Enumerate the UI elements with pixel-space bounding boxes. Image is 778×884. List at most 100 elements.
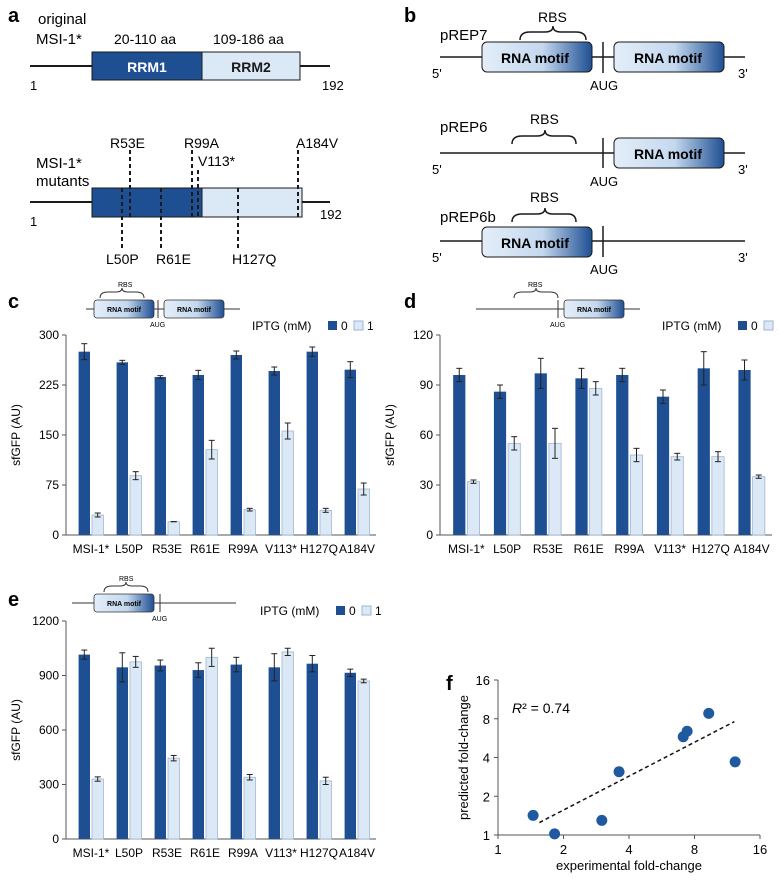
y-tick-label: 300 <box>39 778 59 792</box>
bar-H127Q-iptg-1 <box>319 780 332 840</box>
bar-L50P-iptg-0 <box>116 362 128 535</box>
construct-name: pREP7 <box>440 27 488 44</box>
bar-R99A-iptg-1 <box>243 509 256 536</box>
legend-swatch-1 <box>361 605 372 616</box>
x-tick-label: R61E <box>190 542 220 556</box>
bar-L50P-iptg-1 <box>129 661 142 840</box>
mutation-r53e: R53E <box>110 135 145 151</box>
y-axis-label: predicted fold-change <box>456 695 471 820</box>
legend-swatch-1 <box>763 320 774 331</box>
y-tick-label: 0 <box>426 528 433 542</box>
bar-H127Q-iptg-1 <box>711 456 725 536</box>
panel-f: f 1 2 4 8 16 1 2 4 8 16 experimental fold-change pr… <box>446 673 767 873</box>
inset-motif-box <box>93 593 155 613</box>
bar-MSI-1*-iptg-0 <box>78 654 90 839</box>
y-tick-label: 0 <box>52 528 59 542</box>
inset-rbs: RBS <box>528 282 543 289</box>
bar-R61E-iptg-0 <box>575 378 588 535</box>
x-tick-label: H127Q <box>300 846 338 860</box>
construct-name: pREP6 <box>440 119 488 136</box>
original-start: 1 <box>30 78 37 93</box>
bar-R53E-iptg-1 <box>167 757 180 840</box>
inset-aug: AUG <box>550 322 565 329</box>
y-tick-label: 150 <box>39 428 59 442</box>
aug-label: AUG <box>590 78 618 93</box>
panel-b: b pREP7 RBS RNA motif RNA motif 5' AUG 3… <box>404 5 748 277</box>
rna-motif-label-2: RNA motif <box>634 50 702 66</box>
x-tick-label: R99A <box>614 542 644 556</box>
legend-label-0: 0 <box>751 319 758 333</box>
y-axis-label: sfGFP (AU) <box>9 699 23 761</box>
x-tick-label: V113* <box>265 542 297 556</box>
inset-motif-label: RNA motif <box>107 307 142 314</box>
panel-b-letter: b <box>404 5 416 27</box>
x-tick-label: A184V <box>339 542 375 556</box>
mutant-rrm1-domain <box>91 187 203 218</box>
bar-A184V-iptg-0 <box>344 672 356 839</box>
mutation-v113: V113* <box>198 153 236 169</box>
rbs-label: RBS <box>530 189 559 205</box>
r-squared-label: R² = 0.74 <box>512 700 570 716</box>
bar-R99A-iptg-1 <box>629 454 644 536</box>
y-tick-label: 60 <box>420 428 434 442</box>
x-axis-label: experimental fold-change <box>556 858 702 873</box>
rbs-brace <box>103 581 149 593</box>
mutants-label-line2: mutants <box>36 173 89 190</box>
y-axis-label: sfGFP (AU) <box>383 404 397 466</box>
legend-swatch-1 <box>353 320 364 331</box>
rbs-brace <box>519 25 587 41</box>
x-tick-label: MSI-1* <box>448 542 485 556</box>
inset-motif-box <box>563 299 625 319</box>
bar-L50P-iptg-0 <box>116 667 128 839</box>
construct-inset: RBS RNA motif RNA motif AUG <box>86 282 240 329</box>
trendline <box>539 720 735 824</box>
bar-R61E-iptg-1 <box>205 656 218 840</box>
construct-inset: RBS RNA motif AUG <box>72 576 236 623</box>
legend-label-0: 0 <box>349 604 356 618</box>
y-axis-label: sfGFP (AU) <box>9 404 23 466</box>
data-point <box>527 809 539 821</box>
bar-R99A-iptg-0 <box>230 664 242 839</box>
panel-e: e RBS RNA motif AUG 0 300 600 900 1200 sfGFP … <box>8 576 382 860</box>
inset-rbs: RBS <box>119 576 134 583</box>
bar-A184V-iptg-1 <box>357 488 370 536</box>
inset-motif-label-2: RNA motif <box>177 307 212 314</box>
inset-motif-label: RNA motif <box>107 601 142 608</box>
three-prime: 3' <box>738 66 748 81</box>
bar-A184V-iptg-0 <box>738 370 751 535</box>
original-label-line1: original <box>38 11 86 28</box>
x-tick-label: A184V <box>734 542 770 556</box>
data-point <box>596 814 608 826</box>
mutation-r61e: R61E <box>156 251 191 267</box>
rna-motif-label: RNA motif <box>501 235 569 251</box>
mutant-rrm2-domain <box>201 187 303 218</box>
y-tick-label: 0 <box>52 832 59 846</box>
x-tick-label: V113* <box>654 542 686 556</box>
x-tick-label: MSI-1* <box>73 846 110 860</box>
rna-motif-box <box>481 226 593 258</box>
rbs-brace <box>99 287 145 299</box>
rrm1-range: 20-110 aa <box>114 31 176 47</box>
panel-e-letter: e <box>8 589 19 611</box>
y-tick-label: 225 <box>39 378 59 392</box>
y-tick-label: 16 <box>476 673 490 688</box>
bar-H127Q-iptg-0 <box>697 368 710 535</box>
y-tick-label: 2 <box>483 789 490 804</box>
bar-H127Q-iptg-0 <box>306 663 318 839</box>
construct-prep6b: pREP6b RBS RNA motif 5' AUG 3' <box>432 189 748 277</box>
r-squared-value: ² = 0.74 <box>522 700 570 716</box>
bar-H127Q-iptg-0 <box>306 351 318 535</box>
panel-f-letter: f <box>446 673 453 695</box>
bar-V113*-iptg-0 <box>656 396 670 535</box>
rrm2-domain <box>201 51 301 81</box>
y-tick-label: 1 <box>483 828 490 843</box>
x-tick-label: R61E <box>190 846 220 860</box>
bar-MSI-1*-iptg-0 <box>453 375 466 535</box>
bar-R99A-iptg-0 <box>230 355 242 535</box>
bar-A184V-iptg-1 <box>357 680 370 840</box>
x-tick-label: 16 <box>753 842 767 857</box>
x-tick-label: 2 <box>560 842 567 857</box>
bar-R61E-iptg-1 <box>205 449 218 536</box>
bar-chart-d: 0 30 60 90 120 sfGFP (AU) MSI-1* L50P R53E R61E R9… <box>383 319 778 556</box>
